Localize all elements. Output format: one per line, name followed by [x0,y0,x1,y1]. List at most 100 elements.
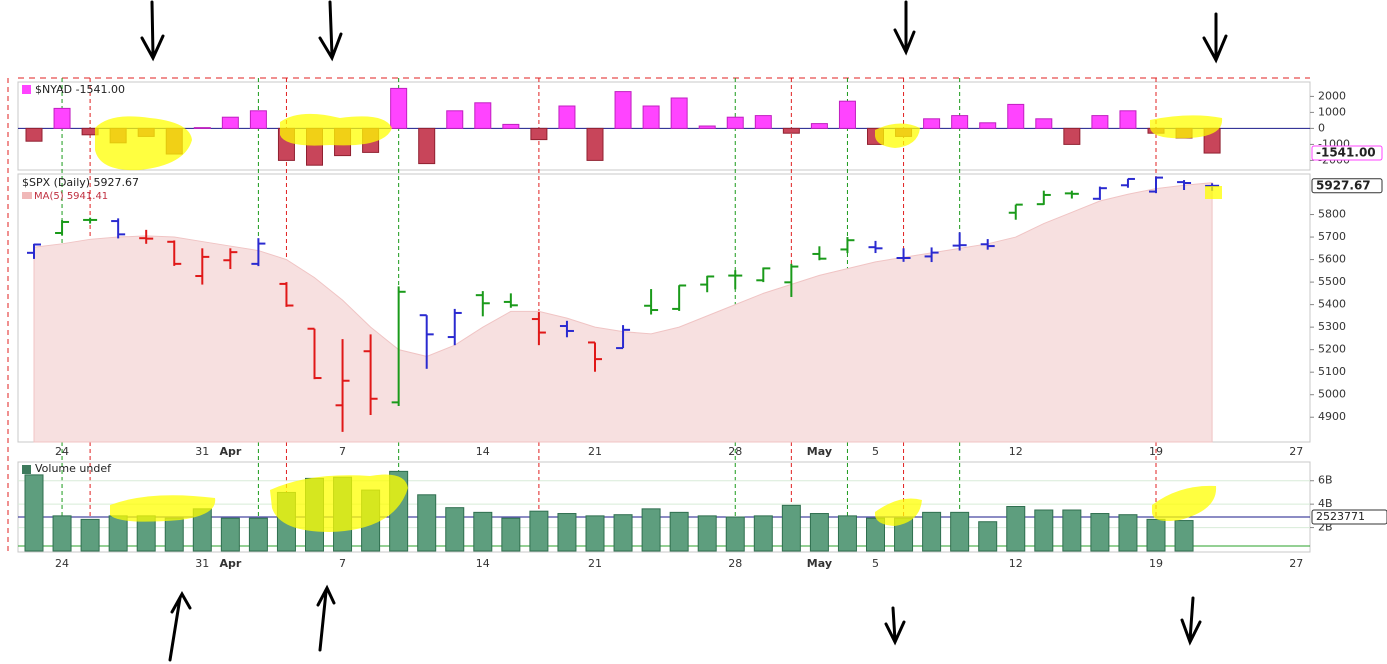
y-tick-label: 5000 [1318,388,1346,401]
bar [670,97,688,129]
volume-bar [557,513,577,552]
volume-bar [164,517,184,552]
volume-bar [445,507,465,552]
y-tick-label: 5800 [1318,208,1346,221]
volume-panel [17,461,1311,553]
arrow-up [316,584,336,652]
highlight [1150,115,1223,139]
bar [614,91,632,129]
value-box [1311,509,1387,525]
bar [810,123,828,129]
nyad-panel [17,81,1311,171]
y-tick-label: 4B [1318,497,1333,510]
volume-bar [866,517,885,552]
volume-bar [1062,509,1082,552]
x-tick-label: 24 [55,445,69,458]
annotation-lines [61,78,1157,552]
volume-bar [781,504,801,552]
bar [586,127,604,161]
nyad-legend: $NYAD -1541.00 [35,83,125,96]
highlights [95,113,1223,532]
x-tick-label: 12 [1009,557,1023,570]
x-tick-label: 21 [588,445,602,458]
volume-legend: Volume undef [35,462,112,475]
y-tick-label: 5200 [1318,343,1346,356]
x-tick-label: 7 [339,445,346,458]
x-tick-label: Apr [219,445,241,458]
value-label: -1541.00 [1316,146,1376,160]
arrows [140,0,1228,662]
volume-bar [837,515,857,552]
bar [782,127,800,134]
volume-bar [613,514,633,552]
bar [923,118,941,129]
bar [418,127,436,165]
volume-bar [1174,520,1194,552]
x-tick-label: 5 [872,445,879,458]
y-tick-label: 5600 [1318,253,1346,266]
y-tick-label: 5500 [1318,275,1346,288]
volume-bar [585,515,605,552]
highlight [110,495,216,522]
volume-bar [24,474,44,552]
x-tick-label: 19 [1149,557,1163,570]
value-box [1311,145,1383,161]
bar [979,122,997,129]
y-tick-label: 4900 [1318,410,1346,423]
x-tick-label: 14 [476,557,490,570]
avg-label: 2523771 [1316,510,1365,523]
bar [1091,115,1109,129]
bar [25,127,43,142]
y-tick-label: 5700 [1318,230,1346,243]
bar [53,107,71,129]
volume-bar [725,516,745,552]
bar [1063,127,1081,145]
volume-bar [1090,513,1110,552]
bar [502,123,520,129]
ma-icon [22,192,32,199]
x-tick-label: 19 [1149,445,1163,458]
volume-bar [978,521,998,552]
bar [726,116,744,129]
bar [530,127,548,141]
volume-bar [809,513,829,552]
y-tick-label: 5400 [1318,298,1346,311]
highlight [875,498,922,526]
volume-bar [80,518,100,552]
y-tick-label: 0 [1318,121,1325,134]
bar [221,116,239,129]
bar [558,105,576,129]
highlight [95,116,192,171]
volume-bar [417,494,437,552]
volume-bar [248,517,268,552]
bar [390,87,408,129]
bar [1007,103,1025,129]
arrow-down [318,0,343,62]
ma-legend: MA(5) 5941.41 [34,191,108,202]
x-tick-label: May [807,557,832,570]
volume-bar [753,515,773,552]
arrow-down [1180,596,1202,646]
arrow-down [884,606,906,646]
highlight [1205,186,1222,199]
volume-icon [22,465,31,474]
x-tick-label: May [807,445,832,458]
ma-area [33,182,1213,443]
volume-bar [52,515,72,552]
volume-bar [108,515,128,552]
arrow-up [168,590,192,662]
volume-bar [950,511,970,552]
nyad-icon [22,85,31,94]
bar [474,102,492,129]
bar [446,110,464,129]
spx-legend: $SPX (Daily) 5927.67 [22,176,139,189]
x-tick-label: 28 [728,445,742,458]
volume-bar [473,511,493,552]
x-tick-label: 14 [476,445,490,458]
x-tick-label: 5 [872,557,879,570]
y-tick-label: 5300 [1318,320,1346,333]
bar [1119,110,1137,129]
arrow-down [140,0,165,62]
x-tick-label: 28 [728,557,742,570]
volume-bar [1006,506,1026,552]
